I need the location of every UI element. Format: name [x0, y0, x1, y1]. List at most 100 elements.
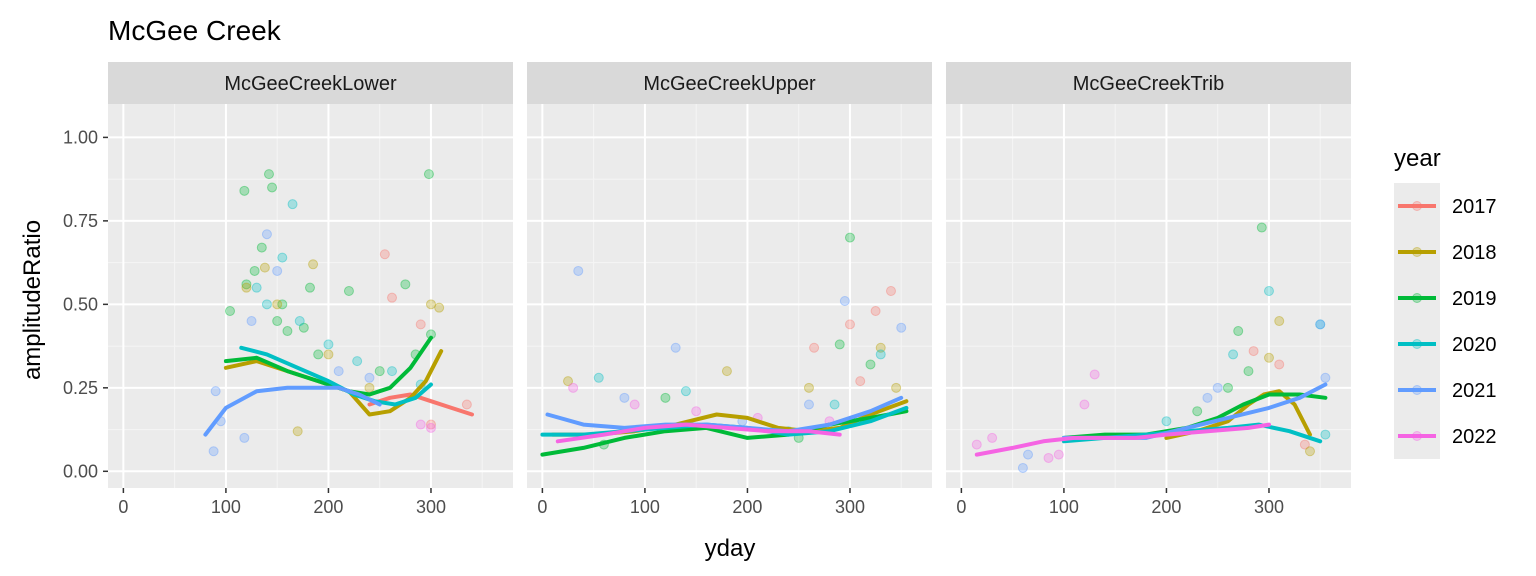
data-point-2017: [855, 376, 866, 387]
panel-0: McGeeCreekLower 0 100 200 300 0.00 0.25 0.50 0.7…: [63, 62, 513, 517]
data-point-2021: [239, 432, 250, 443]
data-point-2020: [1161, 416, 1172, 427]
x-tick-label: 100: [1049, 497, 1079, 517]
data-point-2019: [343, 285, 354, 296]
data-point-2021: [619, 392, 630, 403]
data-point-2021: [1023, 449, 1034, 460]
data-point-2018: [721, 366, 732, 377]
data-point-2017: [809, 342, 820, 353]
panel-1: McGeeCreekUpper 0 100 200 300: [527, 62, 932, 517]
data-point-2019: [844, 232, 855, 243]
data-point-2021: [333, 366, 344, 377]
y-tick-label: 0.25: [63, 378, 98, 398]
legend-items: 2017 2018 2019 2020 2021 2022: [1394, 183, 1497, 459]
data-point-2021: [1017, 462, 1028, 473]
data-point-2019: [1192, 406, 1203, 417]
legend-title: year: [1394, 145, 1441, 172]
data-point-2020: [1320, 429, 1331, 440]
data-point-2018: [292, 426, 303, 437]
data-point-2022: [568, 382, 579, 393]
data-point-2020: [294, 316, 305, 327]
data-point-2020: [352, 356, 363, 367]
data-point-2022: [415, 419, 426, 430]
data-point-2020: [387, 366, 398, 377]
x-tick-label: 200: [1151, 497, 1181, 517]
data-point-2018: [1304, 446, 1315, 457]
data-point-2018: [308, 259, 319, 270]
x-tick-label: 0: [118, 497, 128, 517]
panel-background: [108, 104, 513, 488]
data-point-2019: [313, 349, 324, 360]
x-axis-title: yday: [705, 535, 756, 562]
data-point-2021: [896, 322, 907, 333]
data-point-2020: [261, 299, 272, 310]
facet-strip-label: McGeeCreekUpper: [643, 73, 816, 95]
legend-key-point-2022: [1412, 431, 1422, 441]
data-point-2019: [423, 169, 434, 180]
data-point-2022: [1079, 399, 1090, 410]
data-point-2018: [434, 302, 445, 313]
data-point-2019: [256, 242, 267, 253]
data-point-2017: [1274, 359, 1285, 370]
data-point-2018: [425, 299, 436, 310]
data-point-2019: [263, 169, 274, 180]
data-point-2018: [563, 376, 574, 387]
legend-key-background: [1394, 183, 1440, 459]
smooth-line-2017: [367, 392, 474, 417]
data-point-2020: [593, 372, 604, 383]
data-point-2019: [1256, 222, 1267, 233]
y-tick-label: 0.00: [63, 461, 98, 481]
data-point-2021: [272, 265, 283, 276]
data-point-2019: [241, 279, 252, 290]
data-point-2019: [272, 316, 283, 327]
data-point-2019: [277, 299, 288, 310]
data-point-2017: [415, 319, 426, 330]
data-point-2020: [277, 252, 288, 263]
panel-background: [946, 104, 1351, 488]
facet-strip: [108, 62, 513, 104]
data-point-2018: [1263, 352, 1274, 363]
facet-strip: [527, 62, 932, 104]
data-point-2021: [1315, 319, 1326, 330]
data-point-2021: [839, 296, 850, 307]
data-point-2017: [387, 292, 398, 303]
data-point-2021: [1202, 392, 1213, 403]
data-point-2017: [885, 285, 896, 296]
data-point-2019: [660, 392, 671, 403]
legend-key-point-2017: [1412, 201, 1422, 211]
data-point-2019: [304, 282, 315, 293]
data-point-2020: [287, 199, 298, 210]
data-point-2018: [241, 282, 252, 293]
smooth-line-2021: [203, 385, 382, 437]
data-point-2019: [1233, 326, 1244, 337]
data-point-2017: [425, 419, 436, 430]
data-point-2018: [875, 342, 886, 353]
y-tick-label: 0.75: [63, 211, 98, 231]
data-point-2020: [875, 349, 886, 360]
chart-title: McGee Creek: [108, 15, 282, 46]
smooth-line-2022: [974, 422, 1271, 457]
data-point-2017: [461, 399, 472, 410]
data-point-2019: [1243, 366, 1254, 377]
legend-key-point-2018: [1412, 247, 1422, 257]
panel-background: [527, 104, 932, 488]
legend-label-2017: 2017: [1452, 196, 1497, 218]
data-point-2019: [298, 322, 309, 333]
data-point-2017: [1299, 439, 1310, 450]
data-point-2022: [629, 399, 640, 410]
data-point-2021: [210, 386, 221, 397]
legend: year 2017 2018 2019 2020 2021 2022: [1394, 145, 1497, 459]
data-point-2020: [1228, 349, 1239, 360]
data-point-2017: [844, 319, 855, 330]
x-tick-label: 200: [732, 497, 762, 517]
y-tick-label: 0.50: [63, 294, 98, 314]
data-point-2022: [1053, 449, 1064, 460]
data-point-2022: [691, 406, 702, 417]
legend-label-2022: 2022: [1452, 426, 1497, 448]
x-tick-label: 300: [1254, 497, 1284, 517]
data-point-2021: [573, 265, 584, 276]
facet-strip-label: McGeeCreekLower: [224, 73, 397, 95]
smooth-line-2019: [1061, 392, 1328, 440]
data-point-2018: [891, 382, 902, 393]
data-point-2021: [364, 372, 375, 383]
